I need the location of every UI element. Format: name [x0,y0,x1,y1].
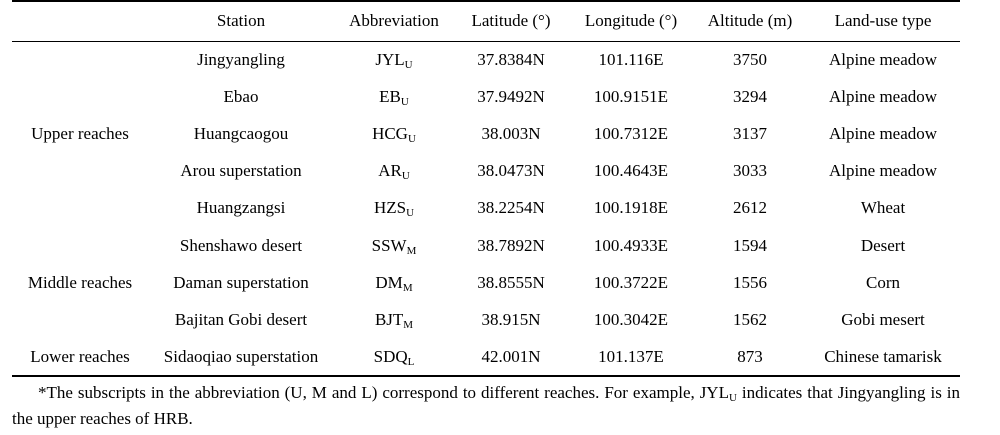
latitude-cell: 38.8555N [477,272,545,292]
table-body: Upper reaches Jingyangling JYLU 37.8384N 101… [12,41,960,377]
abbreviation-cell: HZSU [334,190,454,227]
latitude-cell: 42.001N [454,338,568,377]
abbreviation-text: HZS [373,198,407,218]
reach-group-label: Middle reaches [27,272,133,292]
altitude-cell: 1556 [733,272,767,292]
altitude-cell: 3294 [733,86,767,106]
land-use-cell: Alpine meadow [828,161,938,181]
table-row: Arou superstation ARU 38.0473N 100.4643E 303… [12,153,960,190]
station-name-cell: Huangzangsi [196,198,286,218]
station-name-cell: Sidaoqiao superstation [148,338,334,377]
longitude-cell: 100.9151E [593,86,669,106]
abbreviation-subscript: M [403,318,414,331]
abbreviation-cell: EBU [334,78,454,115]
station-name-cell: Ebao [223,86,259,106]
land-use-cell: Alpine meadow [828,49,938,69]
latitude-cell: 38.915N [481,309,541,329]
latitude-cell: 38.2254N [477,198,545,218]
land-use-cell: Alpine meadow [828,86,938,106]
land-use-cell: Chinese tamarisk [806,338,960,377]
longitude-cell: 100.7312E [593,123,669,143]
altitude-cell: 2612 [733,198,767,218]
table-row: Huangzangsi HZSU 38.2254N 100.1918E 2612 Whea… [12,190,960,227]
land-use-cell: Alpine meadow [828,123,938,143]
abbreviation-cell: DMM [334,264,454,301]
station-name-cell: Daman superstation [173,272,309,292]
abbreviation-subscript: M [406,244,417,257]
station-name-cell: Bajitan Gobi desert [174,309,308,329]
longitude-cell: 100.1918E [593,198,669,218]
table-row: Upper reaches Jingyangling JYLU 37.8384N 101… [12,41,960,143]
header-land-use: Land-use type [806,0,960,42]
land-use-cell: Wheat [860,198,906,218]
station-name-cell: Jingyangling [197,49,285,69]
header-abbreviation: Abbreviation [334,0,454,42]
footnote-text-1: *The subscripts in the abbreviation (U, … [38,383,729,402]
longitude-cell: 101.116E [598,49,664,69]
latitude-cell: 38.0473N [477,161,545,181]
abbreviation-cell: SSWM [334,227,454,264]
abbreviation-subscript: U [401,170,410,183]
altitude-cell: 3137 [733,123,767,143]
land-use-cell: Gobi mesert [841,309,925,329]
reach-group-label: Lower reaches [12,338,148,377]
latitude-cell: 38.7892N [477,235,545,255]
abbreviation-subscript: L [407,355,415,368]
latitude-cell: 37.8384N [477,49,545,69]
latitude-cell: 38.003N [481,123,541,143]
abbreviation-subscript: U [404,58,413,71]
table-row: Lower reaches Sidaoqiao superstation SDQL 4… [12,338,960,377]
station-name-cell: Arou superstation [180,161,302,181]
header-altitude: Altitude (m) [694,0,806,42]
table-row: Ebao EBU 37.9492N 100.9151E 3294 Alpine meado… [12,78,960,115]
abbreviation-text: AR [378,161,402,181]
station-name-cell: Shenshawo desert [179,235,303,255]
altitude-cell: 3033 [733,161,767,181]
abbreviation-cell: ARU [334,153,454,190]
station-name-cell: Huangcaogou [193,123,289,143]
abbreviation-cell: BJTM [334,301,454,338]
header-station: Station [148,0,334,42]
longitude-cell: 100.3042E [593,309,669,329]
reach-group-label: Upper reaches [31,124,129,144]
table-footnote: *The subscripts in the abbreviation (U, … [12,380,960,432]
header-reach [12,0,148,42]
abbreviation-cell: SDQL [334,338,454,377]
table-header-row: Station Abbreviation Latitude (°) Longit… [12,0,960,42]
abbreviation-cell: HCGU [334,115,454,152]
abbreviation-text: JYL [375,49,405,69]
stations-table-container: Station Abbreviation Latitude (°) Longit… [12,0,960,377]
abbreviation-subscript: M [402,281,413,294]
longitude-cell: 100.4933E [593,235,669,255]
altitude-cell: 1594 [733,235,767,255]
footnote-text-2: indicates that Jingyangling is in the up… [12,383,960,428]
abbreviation-text: DM [375,272,403,292]
table-row: Middle reaches Shenshawo desert SSWM 38.789… [12,227,960,292]
abbreviation-text: BJT [374,309,404,329]
abbreviation-subscript: U [406,207,415,220]
altitude-cell: 1562 [733,309,767,329]
abbreviation-subscript: U [400,95,409,108]
footnote-subscript: U [728,392,737,404]
abbreviation-text: SSW [371,235,407,255]
longitude-cell: 101.137E [568,338,694,377]
land-use-cell: Desert [860,235,906,255]
stations-table: Station Abbreviation Latitude (°) Longit… [12,0,960,377]
land-use-cell: Corn [866,272,900,292]
header-longitude: Longitude (°) [568,0,694,42]
longitude-cell: 100.3722E [593,272,669,292]
abbreviation-subscript: U [407,132,416,145]
latitude-cell: 37.9492N [477,86,545,106]
altitude-cell: 873 [694,338,806,377]
longitude-cell: 100.4643E [593,161,669,181]
table-row: Bajitan Gobi desert BJTM 38.915N 100.3042E 1… [12,301,960,338]
abbreviation-text: EB [379,86,401,106]
abbreviation-text: HCG [372,123,408,143]
abbreviation-cell: JYLU [334,41,454,78]
header-latitude: Latitude (°) [454,0,568,42]
table-row: Huangcaogou HCGU 38.003N 100.7312E 3137 Alpin… [12,115,960,152]
altitude-cell: 3750 [733,49,767,69]
abbreviation-text: SDQ [373,346,408,366]
table-row: Daman superstation DMM 38.8555N 100.3722E 15… [12,264,960,301]
